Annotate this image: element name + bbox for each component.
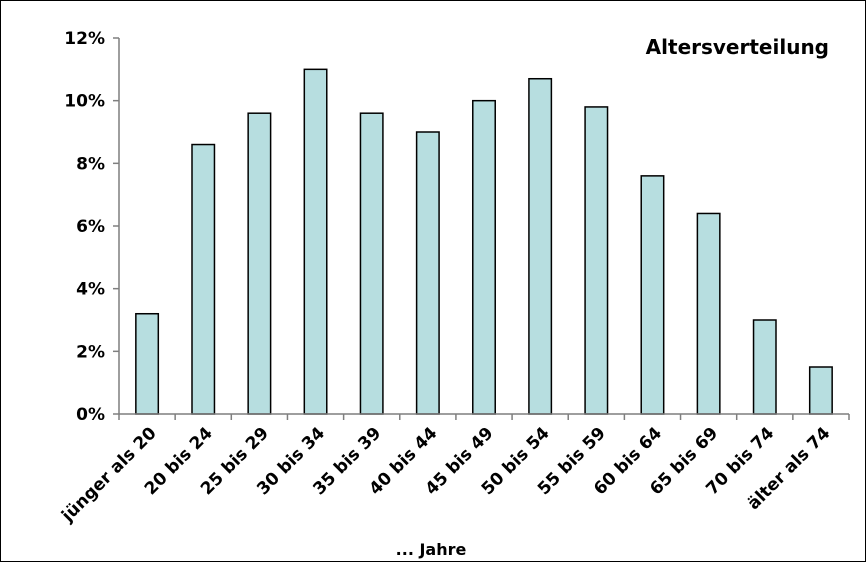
x-axis-title: ... Jahre: [396, 540, 467, 559]
y-tick-label: 4%: [76, 280, 105, 300]
y-tick-label: 2%: [76, 342, 105, 362]
bar: [472, 99, 496, 415]
y-tick-label: 10%: [64, 92, 105, 112]
y-tick-label: 6%: [76, 217, 105, 237]
bars-group: [135, 68, 833, 415]
bar: [303, 68, 328, 415]
y-tick-label: 12%: [64, 29, 105, 49]
bar: [247, 112, 272, 415]
bar: [752, 319, 777, 415]
y-tick-label: 0%: [76, 405, 105, 425]
y-axis: 0% 2% 4% 6% 8% 10% 12%: [64, 29, 120, 425]
x-tick-label: jünger als 20: [57, 423, 160, 526]
bar: [696, 212, 721, 415]
bar: [135, 312, 160, 415]
bar: [191, 143, 216, 415]
bar: [808, 366, 833, 415]
bar: [415, 131, 440, 415]
chart-title: Altersverteilung: [646, 35, 829, 59]
bar: [640, 175, 665, 415]
bar: [359, 112, 384, 415]
bar: [528, 77, 553, 415]
bar: [584, 106, 609, 415]
y-tick-label: 8%: [76, 154, 105, 174]
